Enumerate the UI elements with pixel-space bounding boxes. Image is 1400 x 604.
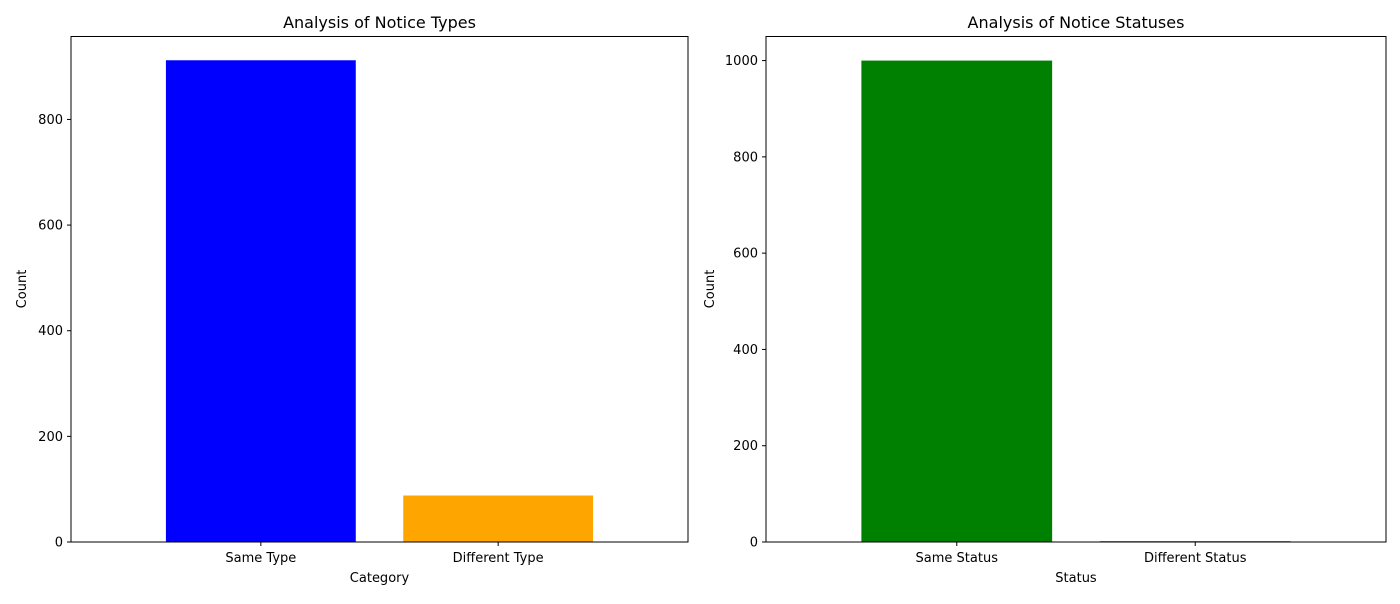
chart-2-bar-1 xyxy=(861,60,1053,542)
chart-2-x-tick-label-2: Different Status xyxy=(1144,551,1247,566)
chart-1-y-tick-label-4: 600 xyxy=(38,219,63,234)
chart-1-y-tick-label-3: 400 xyxy=(38,324,63,339)
chart-2-y-tick-label-4: 600 xyxy=(733,247,758,262)
chart-1-y-tick-label-1: 0 xyxy=(55,536,63,551)
chart-1-axes-frame xyxy=(70,36,689,543)
chart-1-y-tick-label-2: 200 xyxy=(38,430,63,445)
chart-2-y-axis-label: Count xyxy=(703,270,718,309)
chart-2-y-tick-label-3: 400 xyxy=(733,343,758,358)
chart-1-bar-2 xyxy=(403,495,594,542)
chart-2-y-tick-label-2: 200 xyxy=(733,439,758,454)
chart-1-y-axis-label: Count xyxy=(15,270,30,309)
chart-1-y-tick-label-5: 800 xyxy=(38,113,63,128)
chart-1-plot-area: Same Type Different Type 0 200 400 600 800 xyxy=(38,60,594,566)
chart-panel-2: Analysis of Notice Statuses Same Status D… xyxy=(703,13,1387,586)
chart-2-y-tick-label-1: 0 xyxy=(750,536,758,551)
chart-2-y-tick-label-6: 1000 xyxy=(725,54,758,69)
chart-2-x-tick-label-1: Same Status xyxy=(916,551,999,566)
chart-2-plot-area: Same Status Different Status 0 200 400 600 800… xyxy=(725,54,1291,566)
chart-2-y-tick-label-5: 800 xyxy=(733,150,758,165)
chart-1-title: Analysis of Notice Types xyxy=(283,13,476,32)
chart-2-title: Analysis of Notice Statuses xyxy=(968,13,1185,32)
chart-2-x-axis-label: Status xyxy=(1055,571,1097,586)
chart-1-x-tick-label-2: Different Type xyxy=(453,551,544,566)
chart-1-bar-1 xyxy=(165,60,356,542)
chart-panel-1: Analysis of Notice Types Same Type Differ… xyxy=(15,13,689,586)
chart-2-axes-frame xyxy=(765,36,1387,543)
chart-1-x-axis-label: Category xyxy=(350,571,410,586)
chart-1-x-tick-label-1: Same Type xyxy=(225,551,296,566)
